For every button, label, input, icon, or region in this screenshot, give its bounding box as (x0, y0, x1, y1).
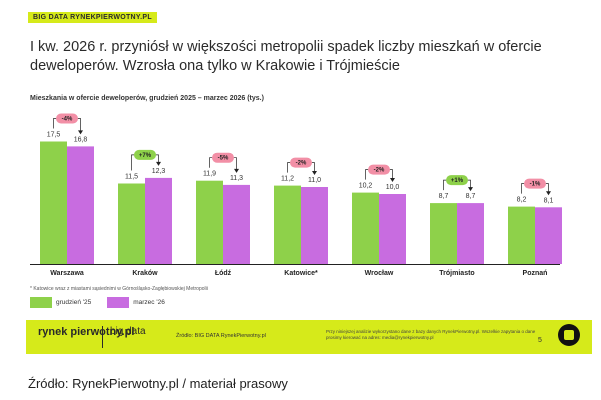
change-badge-3 (290, 157, 312, 168)
change-arrow-3 (312, 171, 317, 175)
bar-series2-6 (535, 207, 562, 264)
chart-legend: grudzień '25 marzec '26 (30, 297, 165, 308)
change-label-6: -1% (530, 182, 541, 188)
change-label-4: -2% (374, 168, 385, 174)
source-line: Źródło: BIG DATA RynekPierwotny.pl (176, 333, 266, 339)
value-label-series1-2: 11,9 (203, 171, 216, 178)
brand-circle-icon (558, 324, 580, 346)
value-label-series2-3: 11,0 (308, 177, 321, 184)
category-label-1: Kraków (132, 270, 158, 277)
change-arrow-2 (234, 168, 239, 173)
value-label-series1-3: 11,2 (281, 176, 294, 183)
value-label-series2-4: 10,0 (386, 184, 400, 191)
bar-series1-2 (196, 180, 223, 264)
footnote: * Katowice wraz z miastami sąsiednimi w … (30, 286, 208, 292)
bar-series2-3 (301, 187, 328, 264)
legend-swatch-series1 (30, 297, 52, 308)
value-label-series2-1: 12,3 (152, 168, 166, 175)
change-label-1: +7% (139, 153, 152, 159)
bigdata-logo: big data (110, 326, 146, 337)
bar-series2-2 (223, 184, 250, 264)
change-badge-1 (134, 149, 156, 160)
category-label-2: Łódź (215, 270, 232, 277)
change-label-5: +1% (451, 178, 464, 184)
change-badge-5 (446, 175, 468, 186)
category-label-6: Poznań (523, 270, 548, 277)
change-label-3: -2% (296, 161, 307, 167)
value-label-series1-4: 10,2 (359, 183, 373, 190)
image-caption: Źródło: RynekPierwotny.pl / materiał pra… (28, 376, 288, 391)
value-label-series2-5: 8,7 (466, 193, 476, 200)
category-label-0: Warszawa (50, 270, 84, 277)
infographic-card (26, 10, 592, 354)
change-arrow-6 (546, 191, 551, 196)
category-label-5: Trójmiasto (439, 270, 474, 277)
change-badge-6 (524, 178, 546, 189)
value-label-series2-2: 11,3 (230, 175, 243, 182)
change-arrow-1 (156, 161, 161, 166)
bar-series2-4 (379, 194, 406, 264)
change-arrow-0 (78, 130, 83, 135)
legend-swatch-series2 (107, 297, 130, 308)
disclaimer-text: Przy niniejszej analizie wykorzystano da… (326, 329, 536, 340)
rynekpierwotny-logo: rynek pierwotny.pl (38, 326, 135, 338)
category-label-4: Wrocław (365, 270, 394, 277)
bar-series1-1 (118, 183, 145, 264)
change-badge-4 (368, 164, 390, 175)
value-label-series2-0: 16,8 (74, 136, 88, 143)
bar-series1-4 (352, 192, 379, 264)
bar-series2-1 (145, 177, 172, 264)
legend-item-series1: grudzień '25 (30, 297, 91, 308)
value-label-series1-5: 8,7 (439, 193, 449, 200)
change-label-0: -4% (62, 117, 73, 123)
bar-series1-5 (430, 203, 457, 264)
legend-label-series2: marzec '26 (133, 299, 165, 306)
value-label-series1-0: 17,5 (47, 132, 61, 139)
change-arrow-5 (468, 187, 473, 192)
value-label-series1-6: 8,2 (517, 197, 527, 204)
bar-series1-6 (508, 206, 535, 264)
legend-label-series1: grudzień '25 (56, 299, 92, 306)
chart-title: I kw. 2026 r. przyniósł w większości met… (30, 39, 542, 74)
legend-item-series2: marzec '26 (107, 297, 165, 308)
bar-series1-3 (274, 185, 301, 264)
change-badge-0 (56, 113, 78, 124)
bar-series2-0 (67, 146, 94, 264)
chart-subtitle: Mieszkania w ofercie deweloperów, grudzi… (30, 95, 264, 102)
x-axis-line (30, 264, 560, 265)
value-label-series1-1: 11,5 (125, 174, 138, 181)
brand-label: BIG DATA RYNEKPIERWOTNY.PL (28, 12, 157, 23)
change-label-2: -5% (218, 156, 229, 162)
page-number: 5 (538, 337, 542, 344)
logo-separator (102, 326, 103, 348)
footer-bar: rynek pierwotny.pl big data Źródło: BIG … (26, 320, 592, 354)
change-badge-2 (212, 152, 234, 163)
value-label-series2-6: 8,1 (544, 197, 554, 204)
category-label-3: Katowice* (284, 270, 318, 277)
change-arrow-4 (390, 178, 395, 182)
bar-series1-0 (40, 141, 67, 264)
bar-series2-5 (457, 203, 484, 264)
